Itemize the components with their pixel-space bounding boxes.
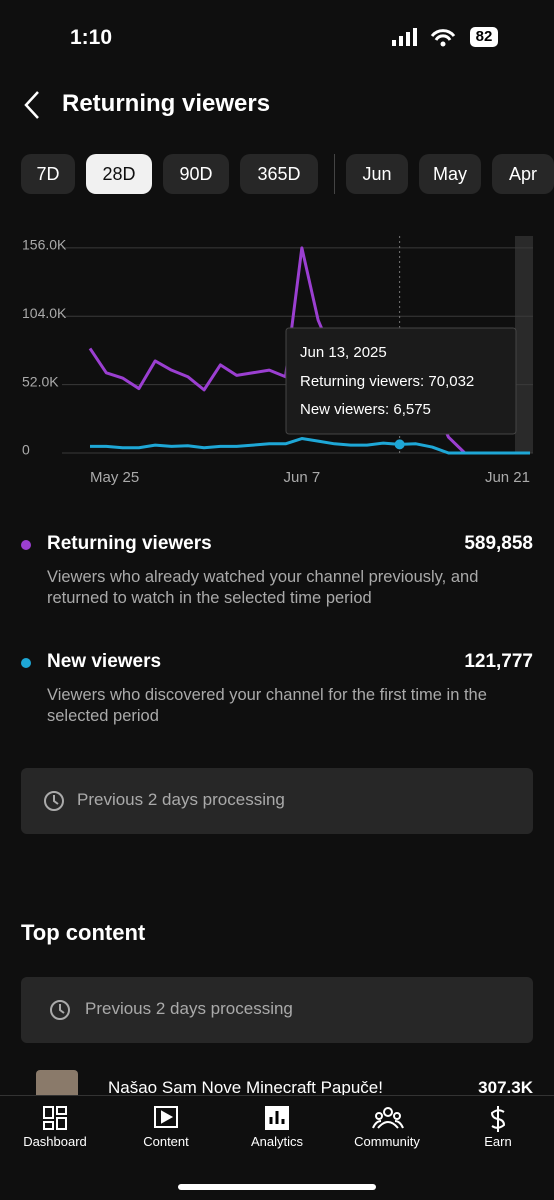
x-tick-label: Jun 21	[485, 469, 530, 486]
month-chip[interactable]: Jun	[346, 154, 408, 194]
series-line	[88, 246, 530, 455]
section-title: Top content	[21, 920, 146, 945]
x-tick-label: May 25	[90, 469, 139, 486]
range-chip[interactable]: 28D	[86, 154, 152, 194]
tooltip-date: Jun 13, 2025	[300, 344, 387, 361]
metric-total: 589,858	[464, 533, 533, 554]
home-indicator	[178, 1184, 376, 1190]
status-time: 1:10	[70, 26, 113, 49]
battery: 82	[470, 27, 498, 47]
metric-description: Viewers who already watched your channel…	[47, 568, 479, 607]
notice-box: Previous 2 days processing	[21, 977, 533, 1043]
range-chip[interactable]: 90D	[163, 154, 229, 194]
y-tick-label: 156.0K	[22, 237, 67, 253]
metric-name: New viewers	[47, 651, 162, 672]
tooltip	[285, 327, 517, 435]
nav-label[interactable]: Analytics	[250, 1134, 304, 1149]
month-chip[interactable]: May	[419, 154, 481, 194]
nav-label[interactable]: Earn	[484, 1134, 512, 1149]
series-line	[90, 437, 530, 455]
legend-dot	[21, 540, 31, 550]
metric-description: Viewers who discovered your channel for …	[47, 686, 487, 725]
nav-label[interactable]: Community	[354, 1134, 420, 1149]
month-chip[interactable]: Apr	[492, 154, 554, 194]
back-button[interactable]	[20, 90, 44, 120]
notice-text: Previous 2 days processing	[85, 999, 293, 1018]
signal-icons	[392, 28, 456, 47]
y-tick-label: 0	[22, 442, 30, 458]
range-chip[interactable]: 365D	[240, 154, 318, 194]
notice-box: Previous 2 days processing	[21, 768, 533, 834]
page-title: Returning viewers	[62, 90, 271, 117]
cursor-dot	[394, 439, 405, 450]
nav-icons	[43, 1106, 506, 1132]
metric-total: 121,777	[464, 651, 533, 672]
y-tick-label: 104.0K	[22, 305, 67, 321]
bottom-nav: Dashboard Content Analytics Community Earn	[0, 1095, 554, 1200]
content-value: 307.3K	[478, 1078, 533, 1097]
chart: 0 52.0K 104.0K 156.0K May 25 Jun 7 Jun 21 Jun 1…	[22, 236, 533, 486]
nav-label[interactable]: Dashboard	[23, 1134, 87, 1149]
notice-text: Previous 2 days processing	[77, 790, 285, 809]
clock-icon	[50, 1000, 70, 1020]
metric-name: Returning viewers	[47, 533, 212, 554]
x-tick-label: Jun 7	[284, 469, 321, 486]
tooltip-line: Returning viewers: 70,032	[300, 373, 474, 390]
legend-dot	[21, 658, 31, 668]
tooltip-line: New viewers: 6,575	[300, 401, 431, 418]
nav-label[interactable]: Content	[143, 1134, 189, 1149]
range-chip[interactable]: 7D	[21, 154, 75, 194]
clock-icon	[44, 791, 64, 811]
scroll-shade	[515, 236, 533, 453]
y-tick-label: 52.0K	[22, 373, 59, 389]
divider	[334, 154, 335, 194]
content-title[interactable]: Našao Sam Nove Minecraft Papuče!	[108, 1078, 383, 1097]
